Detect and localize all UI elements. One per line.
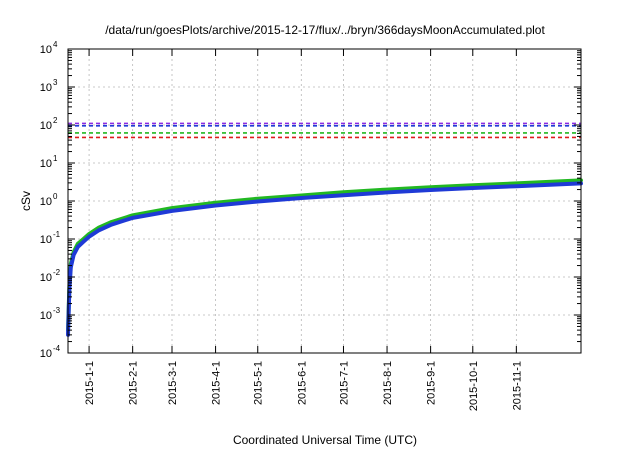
reference-lines	[68, 122, 581, 139]
y-tick-exponent: 1	[53, 154, 58, 163]
y-tick-exponent: -3	[53, 306, 61, 315]
x-tick-label: 2015-10-1	[468, 361, 480, 411]
y-tick-label: 10	[40, 234, 52, 246]
x-tick-label: 2015-2-1	[128, 361, 140, 405]
y-tick-exponent: 4	[53, 40, 58, 49]
y-axis-label: cSv	[19, 191, 33, 211]
y-tick-label: 10	[40, 348, 52, 360]
series-lines	[66, 178, 583, 337]
y-tick-exponent: -4	[53, 344, 61, 353]
y-tick-label: 10	[40, 310, 52, 322]
x-axis-ticks: 2015-1-1 2015-2-1 2015-3-1 2015-4-1 2015-5-1…	[84, 49, 523, 411]
x-tick-label: 2015-9-1	[426, 361, 438, 405]
y-tick-exponent: 3	[53, 78, 58, 87]
y-tick-label: 10	[40, 158, 52, 170]
x-tick-label: 2015-3-1	[167, 361, 179, 405]
y-tick-label: 10	[40, 120, 52, 132]
x-tick-label: 2015-4-1	[211, 361, 223, 405]
x-tick-label: 2015-7-1	[338, 361, 350, 405]
x-tick-label: 2015-6-1	[296, 361, 308, 405]
x-tick-label: 2015-11-1	[511, 361, 523, 410]
series-line	[66, 181, 583, 337]
y-tick-exponent: 0	[53, 192, 58, 201]
y-tick-exponent: -2	[53, 268, 61, 277]
x-axis-label: Coordinated Universal Time (UTC)	[233, 433, 417, 447]
y-tick-label: 10	[40, 196, 52, 208]
y-tick-label: 10	[40, 44, 52, 56]
chart-title: /data/run/goesPlots/archive/2015-12-17/f…	[105, 23, 545, 37]
x-tick-label: 2015-8-1	[382, 361, 394, 405]
x-tick-label: 2015-1-1	[84, 361, 96, 405]
y-tick-exponent: -1	[53, 230, 61, 239]
x-tick-label: 2015-5-1	[253, 361, 265, 405]
y-tick-exponent: 2	[53, 116, 58, 125]
y-tick-label: 10	[40, 82, 52, 94]
y-tick-label: 10	[40, 272, 52, 284]
